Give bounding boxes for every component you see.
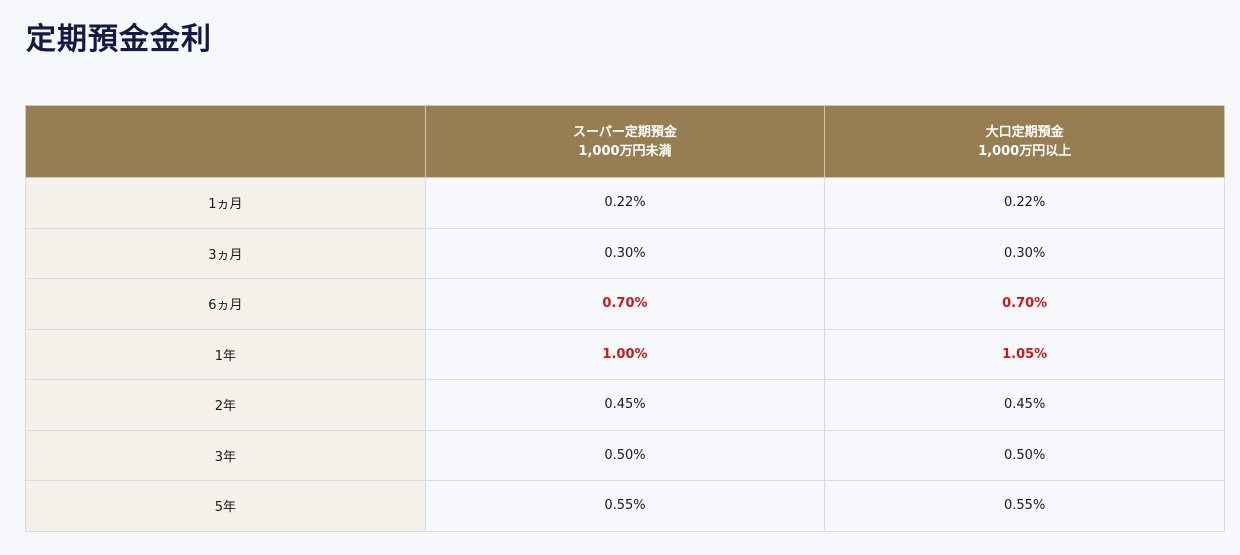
table-row: 1ヵ月 0.22% 0.22%	[25, 177, 1225, 229]
table-row: 1年 1.00% 1.05%	[25, 328, 1225, 380]
large-rate-cell: 0.50%	[824, 429, 1225, 481]
super-rate-cell-highlighted: 1.00%	[424, 328, 826, 380]
term-cell: 1年	[25, 328, 426, 380]
interest-rate-table: スーパー定期預金 1,000万円未満 大口定期預金 1,000万円以上 1ヵ月 …	[25, 105, 1225, 532]
page-title: 定期預金金利	[26, 22, 212, 57]
large-rate-cell: 0.45%	[824, 379, 1225, 431]
super-rate-cell: 0.55%	[424, 480, 826, 532]
table-row: 3ヵ月 0.30% 0.30%	[25, 227, 1225, 279]
header-super-deposit: スーパー定期預金 1,000万円未満	[424, 105, 826, 178]
table-row: 6ヵ月 0.70% 0.70%	[25, 278, 1225, 330]
large-rate-cell: 0.55%	[824, 480, 1225, 532]
term-cell: 3ヵ月	[25, 227, 426, 279]
header-term	[25, 105, 426, 178]
term-cell: 1ヵ月	[25, 177, 426, 229]
super-rate-cell: 0.45%	[424, 379, 826, 431]
table-row: 5年 0.55% 0.55%	[25, 480, 1225, 532]
super-rate-cell: 0.50%	[424, 429, 826, 481]
super-rate-cell: 0.30%	[424, 227, 826, 279]
header-large-deposit: 大口定期預金 1,000万円以上	[824, 105, 1225, 178]
table-row: 3年 0.50% 0.50%	[25, 429, 1225, 481]
super-rate-cell-highlighted: 0.70%	[424, 278, 826, 330]
large-rate-cell: 0.30%	[824, 227, 1225, 279]
term-cell: 3年	[25, 429, 426, 481]
term-cell: 5年	[25, 480, 426, 532]
table-header-row: スーパー定期預金 1,000万円未満 大口定期預金 1,000万円以上	[25, 105, 1225, 178]
large-rate-cell-highlighted: 1.05%	[824, 328, 1225, 380]
term-cell: 2年	[25, 379, 426, 431]
table-row: 2年 0.45% 0.45%	[25, 379, 1225, 431]
term-cell: 6ヵ月	[25, 278, 426, 330]
super-rate-cell: 0.22%	[424, 177, 826, 229]
large-rate-cell: 0.22%	[824, 177, 1225, 229]
large-rate-cell-highlighted: 0.70%	[824, 278, 1225, 330]
